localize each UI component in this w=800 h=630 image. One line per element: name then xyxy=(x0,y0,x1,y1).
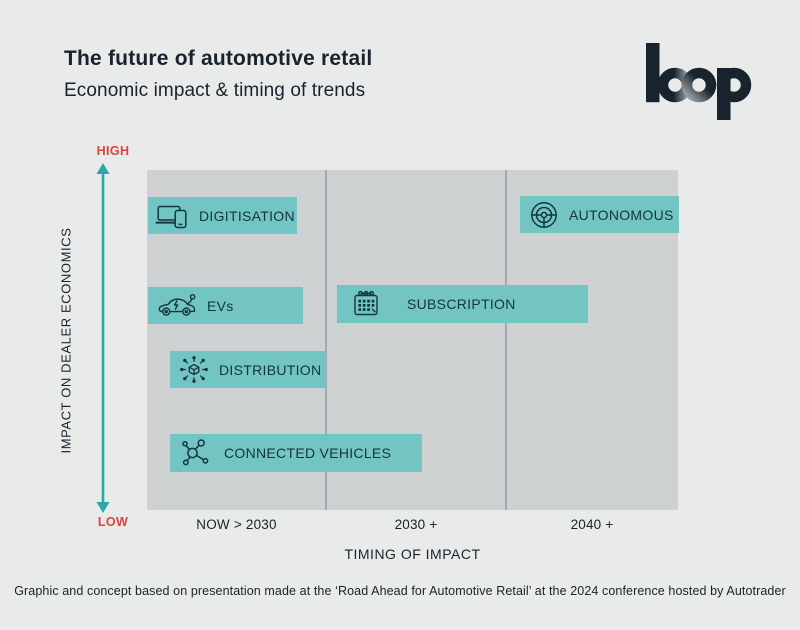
x-axis-title: TIMING OF IMPACT xyxy=(344,546,481,562)
logo-letter-l xyxy=(646,43,660,103)
page-subtitle: Economic impact & timing of trends xyxy=(64,80,366,101)
steering-wheel-icon xyxy=(531,201,557,228)
x-tick-now-2030: NOW > 2030 xyxy=(196,517,277,532)
column-divider-2 xyxy=(505,170,507,510)
calendar-icon xyxy=(354,290,378,316)
trend-label: EVs xyxy=(207,297,234,314)
trend-bar-digitisation: DIGITISATION xyxy=(148,197,297,234)
trend-bar-connected-vehicles: CONNECTED VEHICLES xyxy=(170,434,422,472)
y-axis-high-label: HIGH xyxy=(96,144,130,158)
electric-car-icon xyxy=(158,294,196,316)
column-divider-1 xyxy=(325,170,327,510)
trend-label: SUBSCRIPTION xyxy=(407,296,516,312)
trend-bar-distribution: DISTRIBUTION xyxy=(170,351,326,388)
trend-label: CONNECTED VEHICLES xyxy=(224,445,392,461)
y-axis-title: IMPACT ON DEALER ECONOMICS xyxy=(58,226,74,454)
y-axis-low-label: LOW xyxy=(97,515,129,529)
credit-text: Graphic and concept based on presentatio… xyxy=(14,584,786,598)
x-tick-2040: 2040 + xyxy=(570,517,614,532)
trend-label: DIGITISATION xyxy=(199,207,295,224)
trend-label: DISTRIBUTION xyxy=(219,361,322,378)
connected-network-icon xyxy=(182,439,209,466)
trend-label: AUTONOMOUS xyxy=(569,206,674,223)
laptop-phone-icon xyxy=(155,205,187,228)
x-tick-2030: 2030 + xyxy=(394,517,438,532)
trend-bar-autonomous: AUTONOMOUS xyxy=(520,196,679,233)
logo-letter-p-bowl xyxy=(716,67,752,103)
logo-letter-o2 xyxy=(681,67,717,103)
trend-bar-evs: EVs xyxy=(148,287,303,324)
distribution-hub-icon xyxy=(180,355,208,383)
y-axis-arrow xyxy=(96,163,110,513)
trend-bar-subscription: SUBSCRIPTION xyxy=(337,285,588,323)
y-axis-title-box: IMPACT ON DEALER ECONOMICS xyxy=(30,170,102,510)
loop-logo xyxy=(646,43,752,120)
page-title: The future of automotive retail xyxy=(64,47,373,70)
